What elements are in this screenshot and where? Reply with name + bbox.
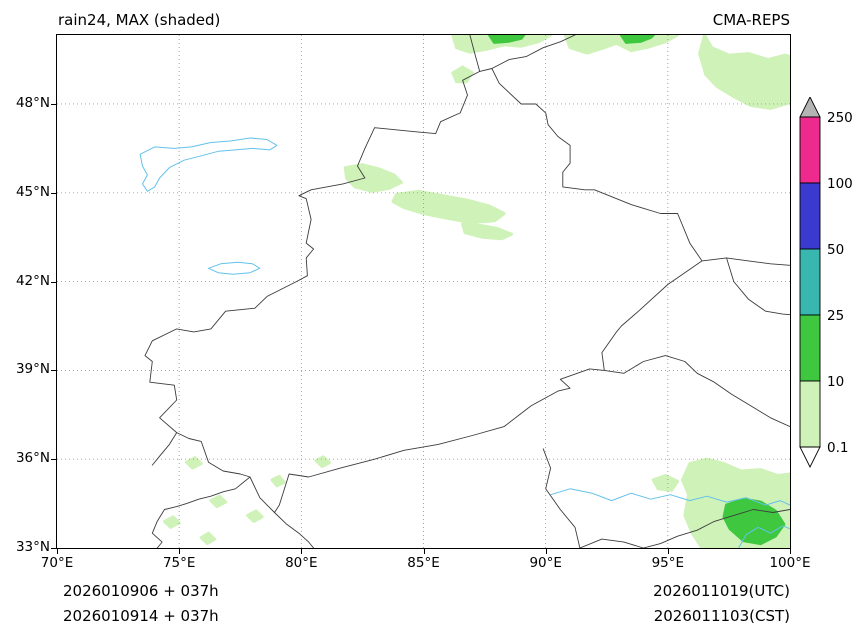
x-tick-mark bbox=[423, 549, 425, 554]
x-tick-mark bbox=[790, 549, 791, 554]
boundary-mongolia-northwest bbox=[491, 35, 576, 69]
precip-patch bbox=[451, 65, 474, 84]
y-tick-label: 39°N bbox=[15, 361, 50, 378]
colorbar-segment bbox=[799, 116, 821, 184]
precip-patch bbox=[314, 455, 331, 469]
precip-patch bbox=[246, 509, 264, 523]
colorbar-segment bbox=[799, 248, 821, 316]
precip-patch bbox=[199, 531, 217, 546]
precip-patch bbox=[461, 222, 513, 241]
plot-title: rain24, MAX (shaded) bbox=[58, 11, 221, 29]
precip-patch bbox=[185, 456, 203, 470]
y-tick-label: 48°N bbox=[15, 95, 50, 111]
precip-patch bbox=[209, 494, 228, 509]
lake-outline-balkhash bbox=[139, 137, 278, 192]
precip-patch bbox=[619, 35, 655, 44]
x-tick-mark bbox=[545, 549, 547, 554]
y-tick-mark bbox=[51, 192, 56, 194]
x-tick-label: 80°E bbox=[285, 555, 318, 571]
colorbar-tick-label: 100 bbox=[827, 176, 853, 192]
boundary-gansu-neimenggu bbox=[726, 257, 790, 316]
x-tick-mark bbox=[301, 549, 303, 554]
x-tick-label: 95°E bbox=[651, 555, 685, 571]
precip-patch bbox=[698, 35, 790, 110]
colorbar-over-arrow bbox=[799, 95, 821, 118]
colorbar-tick-label: 250 bbox=[827, 110, 853, 126]
x-tick-label: 70°E bbox=[40, 555, 74, 571]
precip-patch bbox=[651, 474, 680, 492]
boundary-india-xizang bbox=[274, 512, 315, 548]
x-tick-mark bbox=[667, 549, 669, 554]
x-tick-mark bbox=[179, 549, 181, 554]
colorbar-segment bbox=[799, 380, 821, 448]
precip-patch bbox=[451, 35, 553, 54]
valid-time-cst: 2026011103(CST) bbox=[653, 607, 790, 625]
precip-patch bbox=[163, 515, 181, 529]
lake-outline-issyk-kul bbox=[208, 261, 261, 275]
plot-area bbox=[56, 34, 791, 549]
boundary-north-frontier bbox=[469, 35, 481, 72]
colorbar: 250 100 50 25 10 0.1 bbox=[796, 95, 860, 473]
colorbar-tick-label: 25 bbox=[827, 308, 844, 324]
colorbar-under-arrow bbox=[799, 446, 821, 469]
river-small-river bbox=[738, 525, 790, 548]
valid-time-utc: 2026011019(UTC) bbox=[653, 582, 790, 600]
boundary-kashmir-line bbox=[151, 476, 251, 548]
precip-patch bbox=[343, 163, 403, 193]
model-name: CMA-REPS bbox=[712, 11, 790, 29]
precip-patch bbox=[488, 35, 526, 44]
colorbar-segment bbox=[799, 314, 821, 382]
y-tick-mark bbox=[51, 459, 56, 461]
boundary-qinghai-xizang-west bbox=[542, 448, 581, 548]
x-tick-label: 85°E bbox=[407, 555, 440, 571]
x-tick-label: 90°E bbox=[529, 555, 562, 571]
boundary-qinghai-xizang-east bbox=[579, 509, 790, 548]
precip-patch bbox=[391, 189, 506, 224]
init-time-utc: 2026010906 + 037h bbox=[63, 582, 219, 600]
colorbar-tick-label: 50 bbox=[827, 242, 844, 258]
y-tick-label: 45°N bbox=[15, 183, 50, 200]
x-tick-mark bbox=[57, 549, 58, 554]
precip-patch bbox=[563, 35, 680, 55]
y-tick-label: 33°N bbox=[15, 539, 50, 555]
y-tick-label: 42°N bbox=[15, 272, 50, 289]
x-tick-label: 75°E bbox=[162, 555, 196, 571]
y-tick-mark bbox=[51, 548, 56, 549]
colorbar-tick-label: 10 bbox=[827, 374, 844, 390]
map-canvas bbox=[57, 35, 790, 548]
river-plateau-river bbox=[550, 488, 790, 506]
boundary-china-mongolia-east bbox=[701, 257, 790, 266]
colorbar-segment bbox=[799, 182, 821, 250]
colorbar-canvas: 250 100 50 25 10 0.1 bbox=[799, 95, 853, 469]
boundary-kashmir-north bbox=[151, 432, 178, 466]
boundary-xinjiang bbox=[144, 68, 703, 513]
y-tick-mark bbox=[51, 281, 56, 283]
y-tick-mark bbox=[51, 370, 56, 372]
boundary-gansu-qinghai bbox=[603, 355, 790, 428]
colorbar-tick-label: 0.1 bbox=[827, 440, 848, 456]
y-tick-label: 36°N bbox=[15, 450, 50, 467]
init-time-cst: 2026010914 + 037h bbox=[63, 607, 219, 625]
precip-patch bbox=[270, 474, 286, 488]
y-tick-mark bbox=[51, 104, 56, 105]
x-tick-label: 100°E bbox=[769, 555, 811, 571]
